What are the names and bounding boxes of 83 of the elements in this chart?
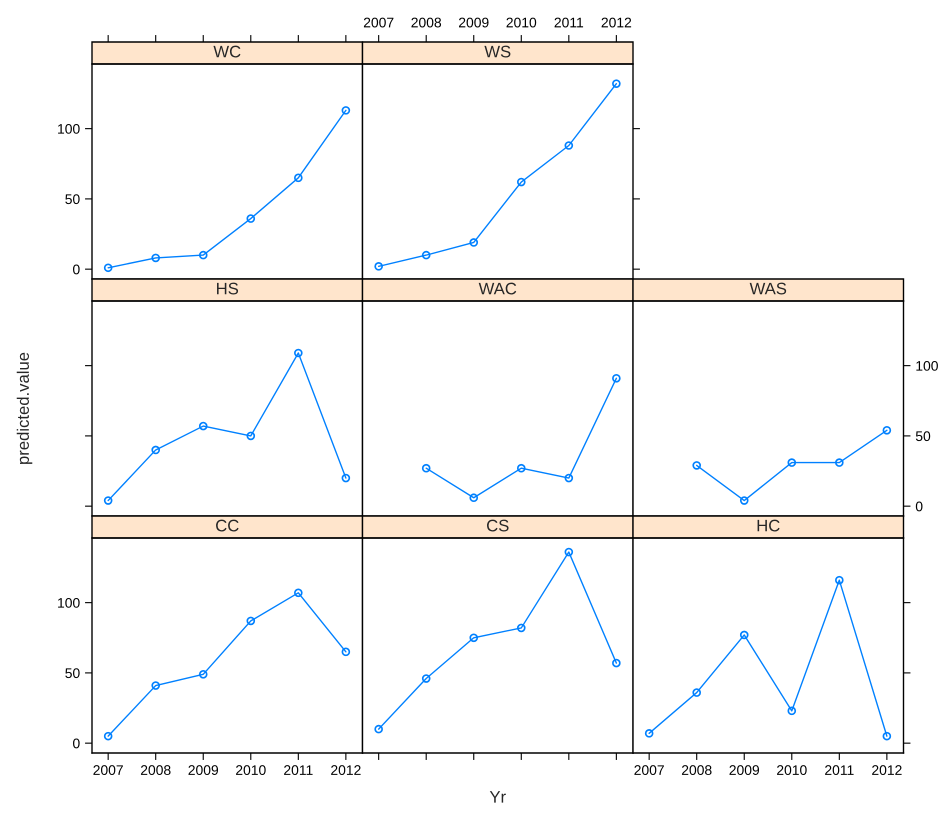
point [104, 496, 112, 505]
x-tick-label: 2009 [458, 18, 489, 28]
point [469, 238, 478, 247]
x-tick-label: 2012 [872, 765, 902, 776]
chart-title: WS [484, 46, 510, 58]
point [612, 79, 621, 88]
point [882, 426, 892, 435]
point [294, 348, 303, 358]
point [198, 422, 208, 430]
y-tick-label: 0 [916, 502, 922, 512]
point [516, 464, 526, 473]
point [151, 446, 160, 454]
point [787, 458, 796, 467]
x-tick-label: 2008 [411, 18, 442, 28]
x-tick-label: 2011 [825, 765, 854, 776]
chart-title: CC [216, 520, 239, 532]
x-tick-label: 2009 [188, 765, 218, 776]
point [564, 474, 574, 482]
point [151, 681, 160, 690]
chart-title: HS [217, 282, 238, 294]
point [469, 493, 478, 502]
point [198, 250, 208, 260]
point [342, 106, 350, 115]
x-tick-label: 2008 [682, 765, 712, 776]
point [342, 648, 350, 656]
y-tick-label: 0 [73, 738, 80, 748]
point [246, 616, 256, 626]
point [612, 658, 621, 668]
point [469, 633, 478, 642]
point [516, 178, 526, 186]
point [151, 254, 160, 262]
x-tick-label: 2012 [331, 765, 361, 776]
y-tick-label: 100 [916, 360, 938, 371]
x-tick-label: 2010 [506, 18, 536, 28]
point [294, 588, 303, 598]
point [422, 674, 431, 683]
point [342, 474, 350, 482]
point [564, 141, 574, 150]
point [516, 624, 526, 632]
point [374, 262, 383, 271]
y-tick-label: 50 [65, 194, 80, 204]
x-tick-label: 2008 [140, 765, 171, 776]
y-tick-label: 50 [65, 668, 80, 678]
point [787, 706, 796, 716]
point [294, 174, 303, 182]
point [740, 630, 749, 640]
y-tick-label: 100 [58, 124, 80, 134]
point [246, 432, 256, 440]
point [246, 214, 256, 223]
x-tick-label: 2010 [236, 765, 266, 776]
x-tick-label: 2011 [554, 18, 584, 28]
point [644, 729, 654, 738]
point [564, 548, 574, 556]
chart-title: CS [487, 520, 509, 532]
point [422, 250, 431, 260]
chart-title: WAC [478, 282, 516, 294]
point [374, 724, 383, 734]
chart-title: WAS [750, 282, 786, 294]
x-tick-label: 2010 [777, 765, 807, 776]
point [198, 670, 208, 679]
point [740, 496, 749, 505]
chart-title: HC [758, 520, 780, 532]
point [104, 732, 112, 740]
x-tick-label: 2012 [602, 18, 632, 28]
x-tick-label: 2007 [364, 18, 394, 28]
point [835, 576, 844, 584]
x-tick-label: 2007 [634, 765, 664, 776]
point [835, 458, 844, 467]
x-tick-label: 2007 [93, 765, 123, 776]
x-axis-title: Yr [490, 791, 506, 803]
y-axis-title: predicted.value [16, 352, 32, 464]
y-tick-label: 50 [916, 431, 930, 442]
point [422, 464, 431, 473]
y-tick-label: 0 [73, 264, 80, 274]
point [692, 461, 702, 470]
point [612, 374, 621, 383]
chart-title: WC [213, 46, 240, 58]
y-tick-label: 100 [58, 598, 80, 608]
point [882, 732, 892, 740]
point [104, 263, 112, 272]
x-tick-label: 2011 [284, 765, 313, 776]
x-tick-label: 2009 [729, 765, 760, 776]
point [692, 688, 702, 697]
